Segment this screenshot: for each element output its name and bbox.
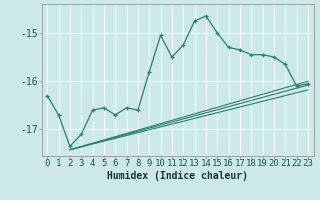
X-axis label: Humidex (Indice chaleur): Humidex (Indice chaleur) xyxy=(107,171,248,181)
